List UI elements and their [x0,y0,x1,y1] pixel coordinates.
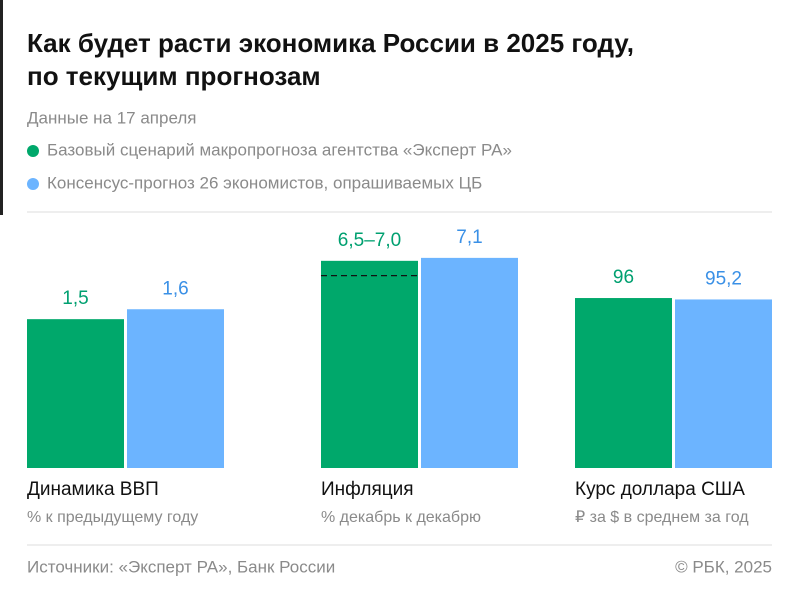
value-label: 96 [613,267,634,288]
bar [27,319,124,468]
category-subtitle: % декабрь к декабрю [321,509,481,526]
category-label: Динамика ВВП [27,479,159,500]
category-subtitle: % к предыдущему году [27,509,198,526]
subtitle: Данные на 17 апреля [27,108,196,127]
value-label: 1,5 [62,288,88,309]
category-label: Инфляция [321,479,414,500]
bar [127,309,224,468]
chart-title: Как будет расти экономика России в 2025 … [27,28,634,58]
value-label: 95,2 [705,268,742,289]
legend-label: Консенсус-прогноз 26 экономистов, опраши… [47,173,482,192]
edge-bar [0,0,3,215]
legend-label: Базовый сценарий макропрогноза агентства… [47,140,512,159]
source: Источники: «Эксперт РА», Банк России [27,557,335,576]
value-label: 1,6 [162,278,188,299]
chart-title: по текущим прогнозам [27,61,321,91]
legend-marker [27,178,39,190]
bar [675,299,772,468]
category-label: Курс доллара США [575,479,745,500]
category-subtitle: ₽ за $ в среднем за год [575,509,749,526]
value-label: 6,5–7,0 [338,230,401,251]
value-label: 7,1 [456,227,482,248]
bar [575,298,672,468]
bar [321,260,418,468]
copyright: © РБК, 2025 [675,557,772,576]
bar [421,257,518,468]
legend-marker [27,145,39,157]
